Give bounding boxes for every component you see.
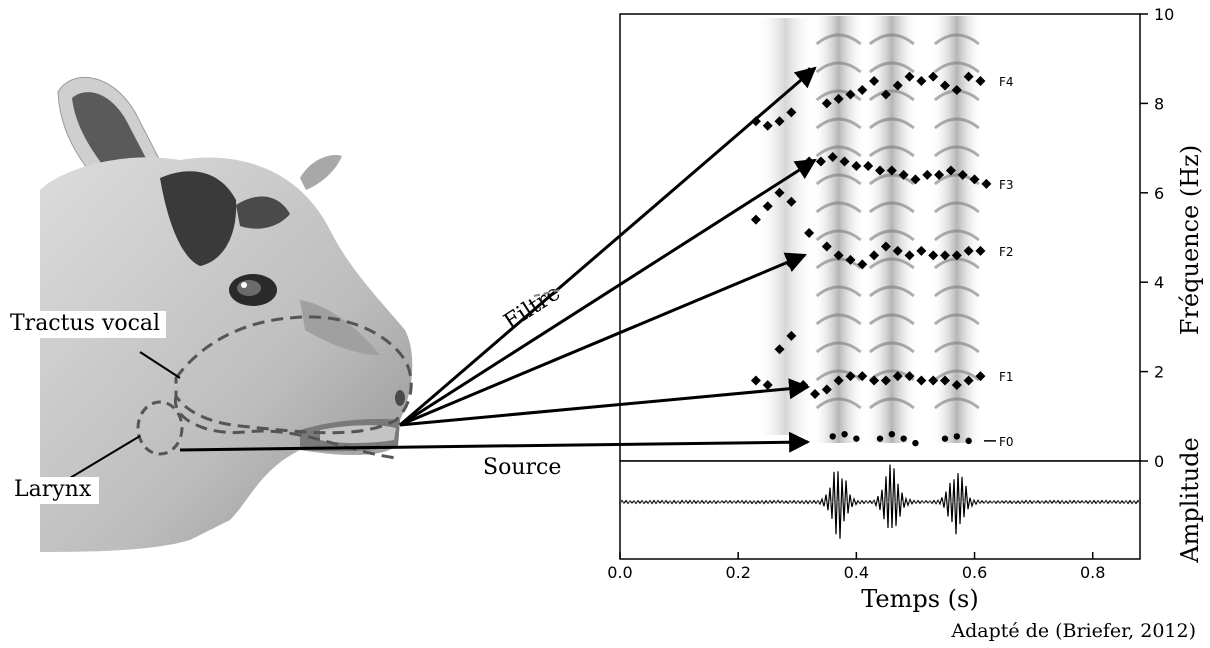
formant-label-f2: F2 [999, 245, 1014, 259]
formant-label-f4: F4 [999, 75, 1014, 89]
f0-point [889, 431, 895, 437]
formant-label-f0: F0 [999, 435, 1014, 449]
spectrogram-texture [756, 16, 983, 443]
f0-point [877, 435, 883, 441]
x-axis-title: Temps (s) [861, 585, 978, 613]
f0-point [853, 435, 859, 441]
tractus-vocal-label: Tractus vocal [6, 311, 166, 338]
f0-point [900, 435, 906, 441]
f0-point [841, 431, 847, 437]
amplitude-panel [620, 461, 1140, 559]
y-axis-title-frequency: Fréquence (Hz) [1176, 145, 1204, 335]
y-tick-label: 8 [1154, 94, 1164, 113]
source-label: Source [483, 455, 561, 480]
formant-label-f3: F3 [999, 178, 1014, 192]
y-tick-label: 2 [1154, 363, 1164, 382]
f0-point [965, 438, 971, 444]
x-tick-label: 0.8 [1080, 563, 1105, 582]
f0-point [942, 435, 948, 441]
f0-point [830, 433, 836, 439]
x-tick-label: 0.2 [725, 563, 750, 582]
f0-point [954, 433, 960, 439]
y-axis-title-amplitude: Amplitude [1176, 437, 1204, 563]
amplitude-frame [620, 461, 1140, 559]
x-tick-label: 0.6 [962, 563, 987, 582]
y-tick-label: 6 [1154, 184, 1164, 203]
y-tick-label: 10 [1154, 5, 1174, 24]
y-tick-label: 0 [1154, 452, 1164, 471]
credit-text: Adapté de (Briefer, 2012) [951, 620, 1196, 642]
noise-band [756, 18, 815, 435]
x-tick-label: 0.0 [607, 563, 632, 582]
larynx-label: Larynx [10, 477, 99, 504]
frequency-axis: 0 2 4 6 8 10 [1140, 5, 1174, 471]
y-tick-label: 4 [1154, 273, 1164, 292]
formant-label-f1: F1 [999, 370, 1014, 384]
f0-point [912, 440, 918, 446]
x-tick-label: 0.4 [844, 563, 869, 582]
spectrogram-panel: 0 2 4 6 8 10 [620, 5, 1174, 471]
